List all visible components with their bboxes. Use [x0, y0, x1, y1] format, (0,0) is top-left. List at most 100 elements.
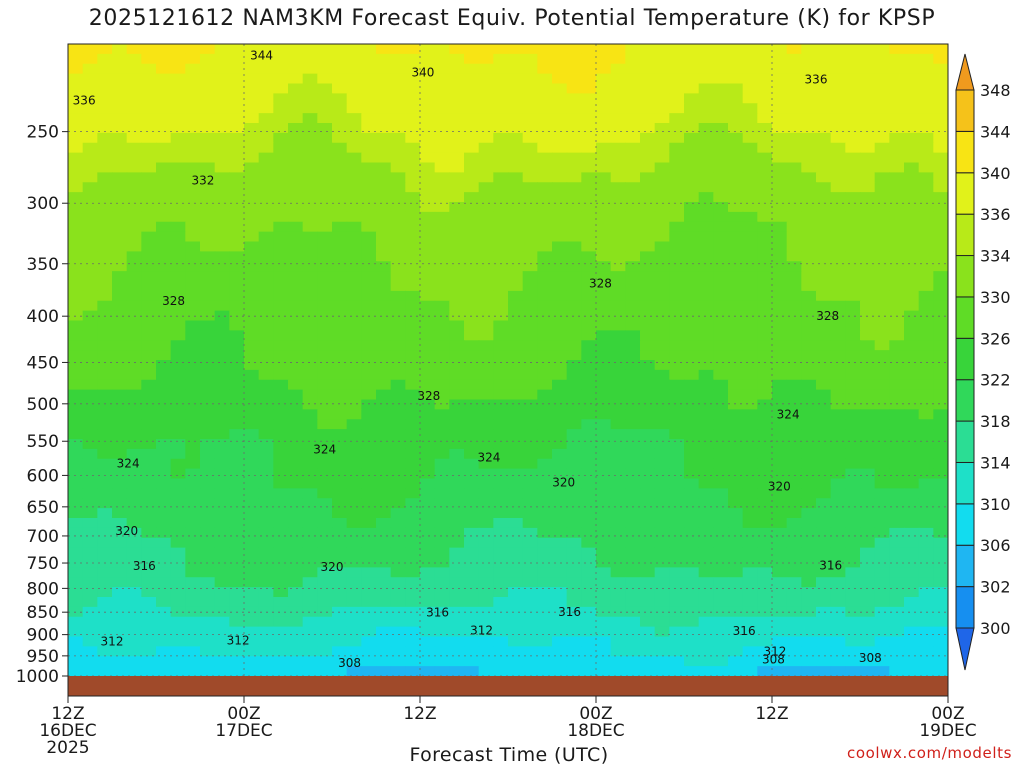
heat-cell	[170, 261, 186, 272]
heat-cell	[156, 340, 172, 351]
heat-cell	[933, 320, 948, 331]
heat-cell	[68, 290, 84, 302]
heat-cell	[273, 73, 289, 85]
heat-cell	[464, 626, 480, 638]
heat-cell	[742, 231, 758, 243]
heat-cell	[610, 379, 626, 391]
heat-cell	[464, 211, 480, 223]
heat-cell	[772, 547, 788, 559]
heat-cell	[302, 221, 318, 233]
heat-cell	[464, 202, 480, 213]
heat-cell	[141, 132, 157, 144]
heat-cell	[141, 172, 157, 183]
heat-cell	[346, 567, 362, 578]
heat-cell	[449, 103, 465, 114]
heat-cell	[772, 103, 788, 114]
heat-cell	[390, 202, 406, 213]
heat-cell	[346, 320, 362, 331]
heat-cell	[273, 567, 289, 578]
heat-cell	[537, 636, 553, 647]
heat-cell	[860, 547, 876, 559]
heat-cell	[830, 537, 846, 549]
heat-cell	[97, 251, 113, 262]
heat-cell	[82, 320, 98, 331]
heat-cell	[874, 419, 890, 430]
heat-cell	[889, 468, 905, 480]
heat-cell	[170, 666, 186, 676]
heat-cell	[288, 597, 304, 608]
heat-cell	[434, 182, 450, 193]
heat-cell	[933, 498, 948, 509]
heat-cell	[625, 192, 641, 203]
heat-cell	[332, 251, 348, 262]
heat-cell	[640, 597, 656, 608]
heat-cell	[244, 429, 260, 440]
heat-cell	[625, 330, 641, 341]
heat-cell	[302, 142, 318, 154]
heat-cell	[845, 399, 861, 410]
heat-cell	[596, 369, 612, 381]
heat-cell	[757, 320, 773, 331]
heat-cell	[684, 409, 700, 420]
heat-cell	[772, 172, 788, 183]
heat-cell	[346, 606, 362, 618]
heat-cell	[156, 211, 172, 223]
heat-cell	[376, 537, 392, 549]
heat-cell	[860, 202, 876, 213]
heat-cell	[361, 508, 377, 519]
heat-cell	[141, 113, 157, 124]
heat-cell	[728, 389, 744, 401]
heat-cell	[816, 123, 832, 134]
heat-cell	[625, 527, 641, 539]
heat-cell	[713, 162, 729, 173]
heat-cell	[508, 468, 524, 480]
heat-cell	[816, 379, 832, 391]
heat-cell	[405, 53, 421, 65]
heat-cell	[244, 498, 260, 509]
heat-cell	[830, 666, 846, 676]
heat-cell	[698, 192, 714, 203]
heat-cell	[889, 142, 905, 154]
heat-cell	[918, 211, 934, 223]
heat-cell	[288, 379, 304, 391]
heat-cell	[874, 389, 890, 401]
heat-cell	[170, 132, 186, 144]
heat-cell	[346, 202, 362, 213]
heat-cell	[772, 468, 788, 480]
heat-cell	[302, 597, 318, 608]
heat-cell	[845, 429, 861, 440]
heat-cell	[170, 103, 186, 114]
heat-cell	[141, 281, 157, 292]
heat-cell	[874, 458, 890, 470]
heat-cell	[772, 439, 788, 450]
heat-cell	[97, 656, 113, 667]
heat-cell	[816, 458, 832, 470]
heat-cell	[669, 231, 685, 243]
y-tick-label: 550	[27, 432, 59, 452]
heat-cell	[434, 379, 450, 391]
contour-label: 316	[819, 559, 842, 573]
heat-cell	[156, 123, 172, 134]
heat-cell	[889, 488, 905, 499]
heat-cell	[376, 498, 392, 509]
heat-cell	[156, 409, 172, 420]
heat-cell	[596, 527, 612, 539]
heat-cell	[889, 567, 905, 578]
heat-cell	[478, 132, 494, 144]
heat-cell	[405, 379, 421, 391]
heat-cell	[346, 587, 362, 598]
heat-cell	[332, 281, 348, 292]
heat-cell	[170, 123, 186, 134]
heat-cell	[845, 636, 861, 647]
heat-cell	[302, 182, 318, 193]
heat-cell	[728, 567, 744, 578]
heat-cell	[346, 271, 362, 282]
heat-cell	[889, 350, 905, 361]
heat-cell	[82, 527, 98, 539]
heat-cell	[434, 626, 450, 638]
heat-cell	[508, 547, 524, 559]
heat-cell	[376, 290, 392, 302]
heat-cell	[860, 241, 876, 252]
heat-cell	[522, 448, 538, 460]
heat-cell	[684, 508, 700, 519]
